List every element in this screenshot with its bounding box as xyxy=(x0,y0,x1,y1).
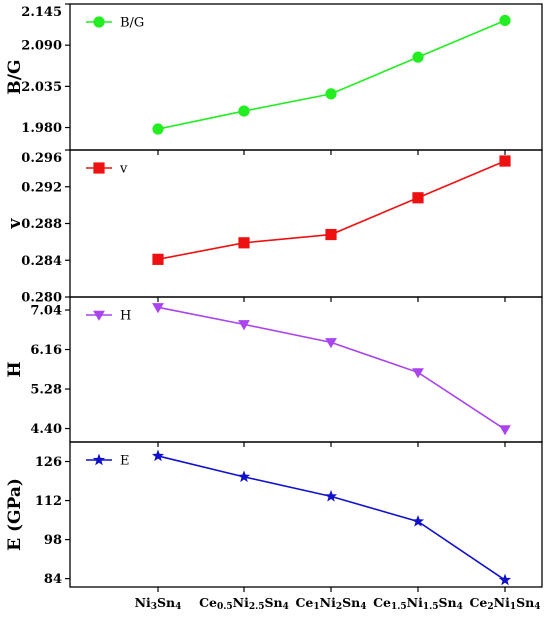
data-point xyxy=(411,515,425,527)
y-tick-label: 5.28 xyxy=(30,383,62,398)
y-tick-label: 1.980 xyxy=(21,121,62,136)
y-tick-label: 0.284 xyxy=(21,254,62,269)
data-point xyxy=(325,88,337,100)
data-point xyxy=(325,338,337,349)
y-tick-label: 0.292 xyxy=(21,180,62,195)
data-point xyxy=(499,155,511,167)
legend-marker xyxy=(93,16,105,28)
legend-label: E xyxy=(120,454,130,469)
data-point xyxy=(238,320,250,331)
x-category-label: Ni3Sn4 xyxy=(135,595,182,612)
y-tick-label: 6.16 xyxy=(30,343,62,358)
data-point xyxy=(238,237,250,249)
data-point xyxy=(499,14,511,27)
panel-frame xyxy=(69,149,543,298)
y-axis-label: H xyxy=(5,361,25,377)
y-tick-label: 0.296 xyxy=(21,151,62,166)
data-point xyxy=(324,489,338,502)
series-line xyxy=(157,19,506,130)
data-point xyxy=(412,368,424,379)
data-point xyxy=(152,303,164,314)
panel-2: 0.280 0.284 0.288 0.292 0.296 v v xyxy=(5,149,543,306)
data-point xyxy=(498,573,512,586)
series-line xyxy=(157,455,506,581)
panel-3: 4.40 5.28 6.16 7.04 H H xyxy=(5,296,543,447)
legend-label: H xyxy=(120,309,131,324)
panel-frame xyxy=(69,441,543,588)
series-line xyxy=(157,306,506,431)
y-tick-label: 112 xyxy=(35,494,62,509)
x-category-label: Ce1.5Ni1.5Sn4 xyxy=(373,595,463,612)
y-tick-label: 126 xyxy=(35,455,62,470)
panel-1: 1.980 2.035 2.090 2.145 B/G B/G xyxy=(5,3,543,155)
x-category-label: Ce1Ni2Sn4 xyxy=(295,595,366,612)
panel-frame xyxy=(69,296,543,443)
data-point xyxy=(238,105,250,117)
x-category-label: Ce0.5Ni2.5Sn4 xyxy=(199,595,289,612)
y-tick-label: 98 xyxy=(44,533,62,548)
legend-marker xyxy=(92,453,106,466)
data-point xyxy=(412,51,424,63)
data-point xyxy=(499,425,511,436)
y-tick-label: 2.035 xyxy=(21,80,62,95)
y-tick-label: 0.288 xyxy=(21,217,62,232)
legend-label: v xyxy=(119,162,128,177)
y-axis-label: v xyxy=(5,217,25,229)
data-point xyxy=(152,253,164,265)
y-tick-label: 2.090 xyxy=(21,39,62,54)
panel-4: 84 98 112 126 E (GPa) E xyxy=(5,441,543,592)
y-tick-label: 7.04 xyxy=(30,304,62,319)
y-tick-label: 4.40 xyxy=(30,422,62,437)
data-point xyxy=(412,192,424,204)
legend-marker xyxy=(93,310,105,321)
data-point xyxy=(152,123,164,135)
legend-marker xyxy=(93,162,105,174)
y-tick-label: 2.145 xyxy=(21,5,62,20)
y-axis-label: B/G xyxy=(5,59,25,94)
y-tick-label: 0.280 xyxy=(21,291,62,306)
series-line xyxy=(157,160,506,261)
data-point xyxy=(325,228,337,241)
data-point xyxy=(151,449,165,462)
y-tick-label: 84 xyxy=(44,572,62,587)
y-axis-label: E (GPa) xyxy=(5,478,25,551)
x-category-label: Ce2Ni1Sn4 xyxy=(469,595,540,612)
data-point xyxy=(237,470,251,483)
legend-label: B/G xyxy=(120,16,144,31)
